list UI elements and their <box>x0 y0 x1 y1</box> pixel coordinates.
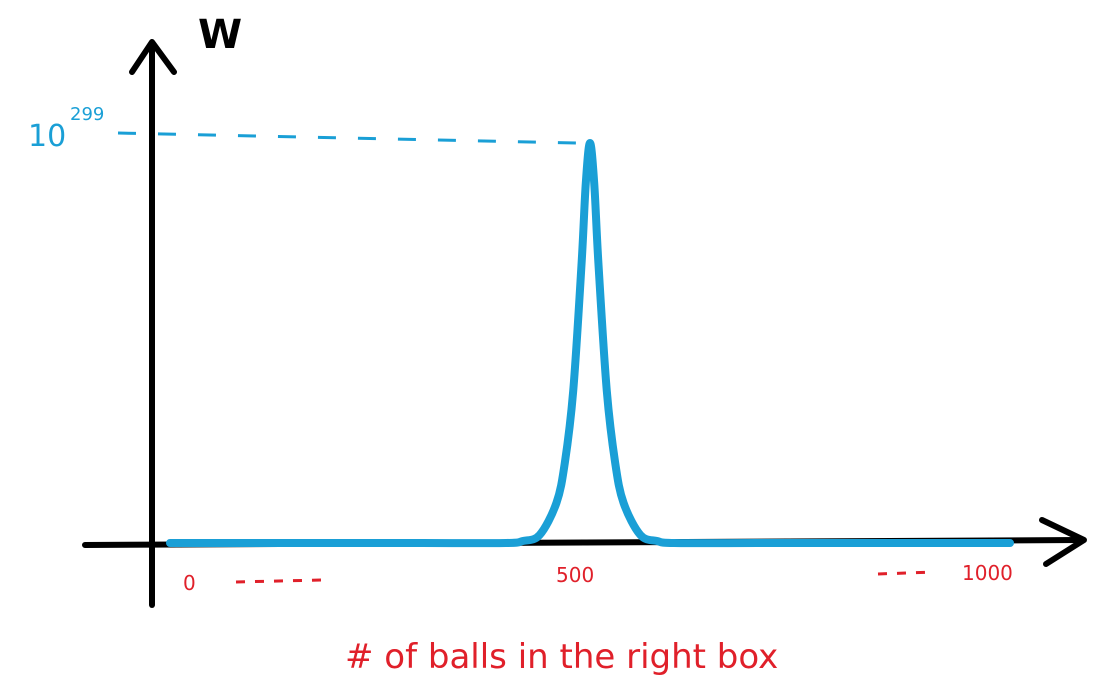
x-tick-dash-left <box>235 578 323 584</box>
x-tick-label-1000: 1000 <box>962 561 1013 585</box>
peak-value-label: 10 <box>28 119 66 154</box>
x-tick-dash-right <box>877 570 935 576</box>
x-axis-arrow <box>1039 517 1087 567</box>
series-curve <box>166 139 1014 548</box>
peak-guide-line <box>117 131 579 145</box>
x-tick-label-0: 0 <box>183 571 196 595</box>
peak-value-exponent: 299 <box>70 104 104 125</box>
y-axis-arrow <box>129 39 177 75</box>
x-tick-label-500: 500 <box>556 563 594 587</box>
y-axis-label: W <box>198 12 242 58</box>
x-axis-label: # of balls in the right box <box>345 637 778 677</box>
